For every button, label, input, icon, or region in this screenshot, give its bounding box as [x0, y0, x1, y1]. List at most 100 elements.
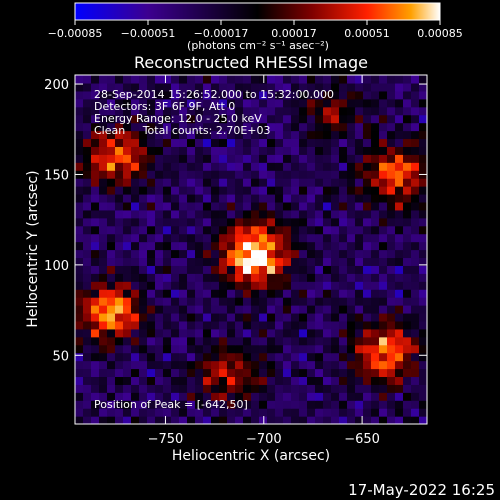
heatmap-cell: [283, 416, 292, 424]
heatmap-cell: [243, 336, 252, 346]
heatmap-cell: [387, 400, 396, 409]
heatmap-cell: [115, 186, 124, 195]
heatmap-cell: [187, 82, 196, 92]
heatmap-cell: [299, 416, 308, 424]
heatmap-cell: [139, 297, 148, 306]
heatmap-cell: [299, 249, 308, 259]
heatmap-cell: [147, 146, 156, 155]
heatmap-cell: [75, 384, 84, 393]
heatmap-cell: [139, 352, 148, 362]
heatmap-cell: [227, 376, 236, 385]
heatmap-cell: [131, 297, 140, 306]
heatmap-cell: [323, 186, 332, 195]
heatmap-cell: [259, 201, 268, 211]
heatmap-cell: [147, 98, 156, 108]
heatmap-cell: [107, 384, 116, 393]
heatmap-cell: [339, 257, 348, 266]
heatmap-cell: [187, 352, 196, 362]
heatmap-cell: [219, 249, 228, 259]
heatmap-cell: [347, 312, 356, 322]
heatmap-cell: [387, 82, 396, 92]
heatmap-cell: [123, 201, 132, 211]
heatmap-cell: [195, 138, 204, 147]
heatmap-cell: [83, 241, 92, 251]
heatmap-cell: [347, 130, 356, 140]
heatmap-cell: [411, 400, 420, 409]
heatmap-cell: [75, 138, 84, 147]
heatmap-cell: [339, 98, 348, 108]
heatmap-cell: [323, 297, 332, 306]
heatmap-cell: [331, 257, 340, 266]
heatmap-cell: [75, 376, 84, 385]
heatmap-cell: [179, 297, 188, 306]
heatmap-cell: [187, 392, 196, 401]
heatmap-cell: [83, 305, 92, 314]
heatmap-cell: [211, 312, 220, 322]
heatmap-cell: [379, 233, 388, 243]
heatmap-cell: [339, 241, 348, 251]
annotation-energy-range: Energy Range: 12.0 - 25.0 keV: [94, 112, 262, 125]
heatmap-cell: [363, 392, 372, 401]
heatmap-cell: [395, 352, 404, 362]
heatmap-cell: [379, 186, 388, 195]
heatmap-cell: [419, 98, 427, 108]
heatmap-cell: [267, 146, 276, 155]
heatmap-cell: [403, 336, 412, 346]
heatmap-cell: [91, 90, 100, 100]
heatmap-cell: [211, 186, 220, 195]
heatmap-cell: [291, 400, 300, 409]
heatmap-cell: [147, 328, 156, 338]
heatmap-cell: [299, 186, 308, 195]
heatmap-cell: [179, 225, 188, 235]
heatmap-cell: [219, 178, 228, 187]
heatmap-cell: [387, 265, 396, 274]
heatmap-cell: [395, 249, 404, 259]
heatmap-cell: [355, 416, 364, 424]
heatmap-cell: [371, 75, 380, 84]
heatmap-cell: [267, 400, 276, 409]
heatmap-cell: [331, 186, 340, 195]
heatmap-cell: [259, 297, 268, 306]
heatmap-cell: [323, 416, 332, 424]
heatmap-cell: [155, 368, 164, 378]
heatmap-cell: [139, 344, 148, 354]
heatmap-cell: [403, 312, 412, 322]
heatmap-cell: [291, 312, 300, 322]
heatmap-cell: [307, 289, 316, 298]
heatmap-cell: [211, 352, 220, 362]
heatmap-cell: [243, 138, 252, 147]
heatmap-cell: [283, 257, 292, 266]
heatmap-cell: [275, 90, 284, 100]
heatmap-cell: [323, 162, 332, 171]
heatmap-cell: [331, 408, 340, 417]
heatmap-cell: [115, 162, 124, 171]
heatmap-cell: [83, 273, 92, 282]
heatmap-cell: [251, 130, 260, 140]
heatmap-cell: [419, 209, 427, 219]
heatmap-cell: [307, 225, 316, 235]
heatmap-cell: [331, 98, 340, 108]
heatmap-cell: [115, 281, 124, 290]
heatmap-cell: [299, 305, 308, 314]
heatmap-cell: [131, 360, 140, 370]
heatmap-cell: [315, 154, 324, 163]
heatmap-cell: [211, 233, 220, 243]
heatmap-cell: [307, 217, 316, 227]
heatmap-cell: [99, 233, 108, 243]
heatmap-cell: [171, 130, 180, 140]
heatmap-cell: [195, 320, 204, 330]
heatmap-cell: [331, 305, 340, 314]
heatmap-cell: [187, 273, 196, 282]
heatmap-cell: [419, 225, 427, 235]
heatmap-cell: [347, 273, 356, 282]
heatmap-cell: [411, 257, 420, 266]
heatmap-cell: [315, 384, 324, 393]
heatmap-cell: [99, 75, 108, 84]
heatmap-cell: [155, 114, 164, 124]
heatmap-cell: [323, 257, 332, 266]
heatmap-cell: [371, 352, 380, 362]
heatmap-cell: [347, 249, 356, 259]
heatmap-cell: [331, 352, 340, 362]
heatmap-cell: [291, 320, 300, 330]
heatmap-cell: [331, 138, 340, 147]
